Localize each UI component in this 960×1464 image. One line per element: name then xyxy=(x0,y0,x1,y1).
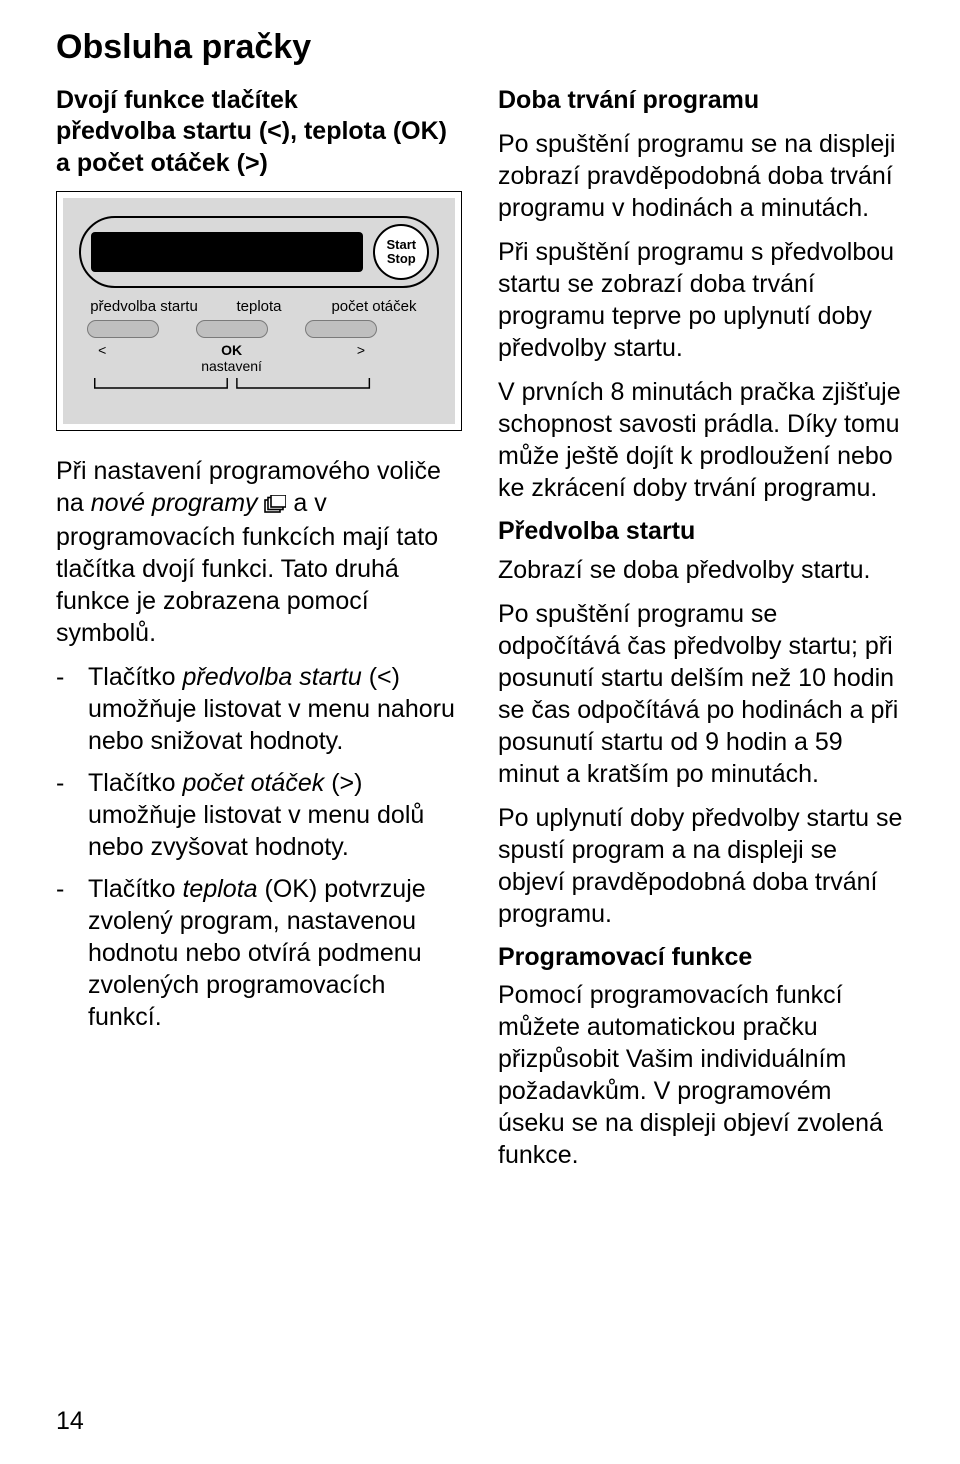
dash-icon: - xyxy=(56,767,88,863)
list-item: - Tlačítko předvolba startu (<) umožňuje… xyxy=(56,661,462,757)
left-column: Dvojí funkce tlačítek předvolba startu (… xyxy=(56,85,462,1183)
li1-text: Tlačítko předvolba startu (<) umožňuje l… xyxy=(88,661,462,757)
dash-icon: - xyxy=(56,661,88,757)
li3-text: Tlačítko teplota (OK) potvrzuje zvolený … xyxy=(88,873,462,1033)
list-item: - Tlačítko počet otáček (>) umožňuje lis… xyxy=(56,767,462,863)
nastaveni-label: nastavení xyxy=(87,358,377,374)
heading-line-1: Dvojí funkce tlačítek xyxy=(56,86,298,114)
label-otacky: počet otáček xyxy=(316,298,431,315)
lcd-display xyxy=(91,232,364,272)
panel-buttons xyxy=(87,320,377,338)
heading-doba: Doba trvání programu xyxy=(498,85,904,116)
para-doba-1: Po spuštění programu se na displeji zobr… xyxy=(498,128,904,224)
para-prog-1: Pomocí programovacích funkcí můžete auto… xyxy=(498,979,904,1171)
button-predvolba[interactable] xyxy=(87,320,159,338)
left-paragraph-1: Při nastavení programového voliče na nov… xyxy=(56,455,462,649)
programs-icon xyxy=(264,489,286,521)
control-panel-figure: Start Stop předvolba startu teplota poče… xyxy=(56,191,462,431)
start-label: Start xyxy=(386,238,416,252)
ok-label: OK xyxy=(87,342,377,358)
heading-prog: Programovací funkce xyxy=(498,942,904,973)
label-predvolba: předvolba startu xyxy=(87,298,202,315)
dash-icon: - xyxy=(56,873,88,1033)
stop-label: Stop xyxy=(387,252,416,266)
page-number: 14 xyxy=(56,1407,84,1436)
two-column-layout: Dvojí funkce tlačítek předvolba startu (… xyxy=(56,85,904,1183)
bracket-annotations: < > OK nastavení xyxy=(87,342,377,398)
document-page: Obsluha pračky Dvojí funkce tlačítek pře… xyxy=(0,0,960,1464)
button-teplota[interactable] xyxy=(196,320,268,338)
start-stop-button[interactable]: Start Stop xyxy=(373,224,429,280)
left-heading: Dvojí funkce tlačítek předvolba startu (… xyxy=(56,85,462,179)
para-doba-3: V prvních 8 minutách pračka zjišťuje sch… xyxy=(498,376,904,504)
li2-text: Tlačítko počet otáček (>) umožňuje listo… xyxy=(88,767,462,863)
para-pred-2: Po spuštění programu se odpočítává čas p… xyxy=(498,598,904,790)
para-doba-2: Při spuštění programu s předvolbou start… xyxy=(498,236,904,364)
para1-italic: nové programy xyxy=(91,489,258,517)
display-capsule: Start Stop xyxy=(79,216,440,288)
para-pred-3: Po uplynutí doby předvolby startu se spu… xyxy=(498,802,904,930)
list-item: - Tlačítko teplota (OK) potvrzuje zvolen… xyxy=(56,873,462,1033)
label-teplota: teplota xyxy=(202,298,317,315)
para-pred-1: Zobrazí se doba předvolby startu. xyxy=(498,554,904,586)
control-panel: Start Stop předvolba startu teplota poče… xyxy=(63,198,455,424)
heading-line-2: předvolba startu (<), teplota (OK) xyxy=(56,117,447,145)
heading-predvolba: Předvolba startu xyxy=(498,516,904,547)
page-title: Obsluha pračky xyxy=(56,28,904,67)
heading-line-3: a počet otáček (>) xyxy=(56,149,268,177)
button-otacky[interactable] xyxy=(305,320,377,338)
left-bullet-list: - Tlačítko předvolba startu (<) umožňuje… xyxy=(56,661,462,1033)
panel-button-labels: předvolba startu teplota počet otáček xyxy=(87,298,432,315)
right-column: Doba trvání programu Po spuštění program… xyxy=(498,85,904,1183)
